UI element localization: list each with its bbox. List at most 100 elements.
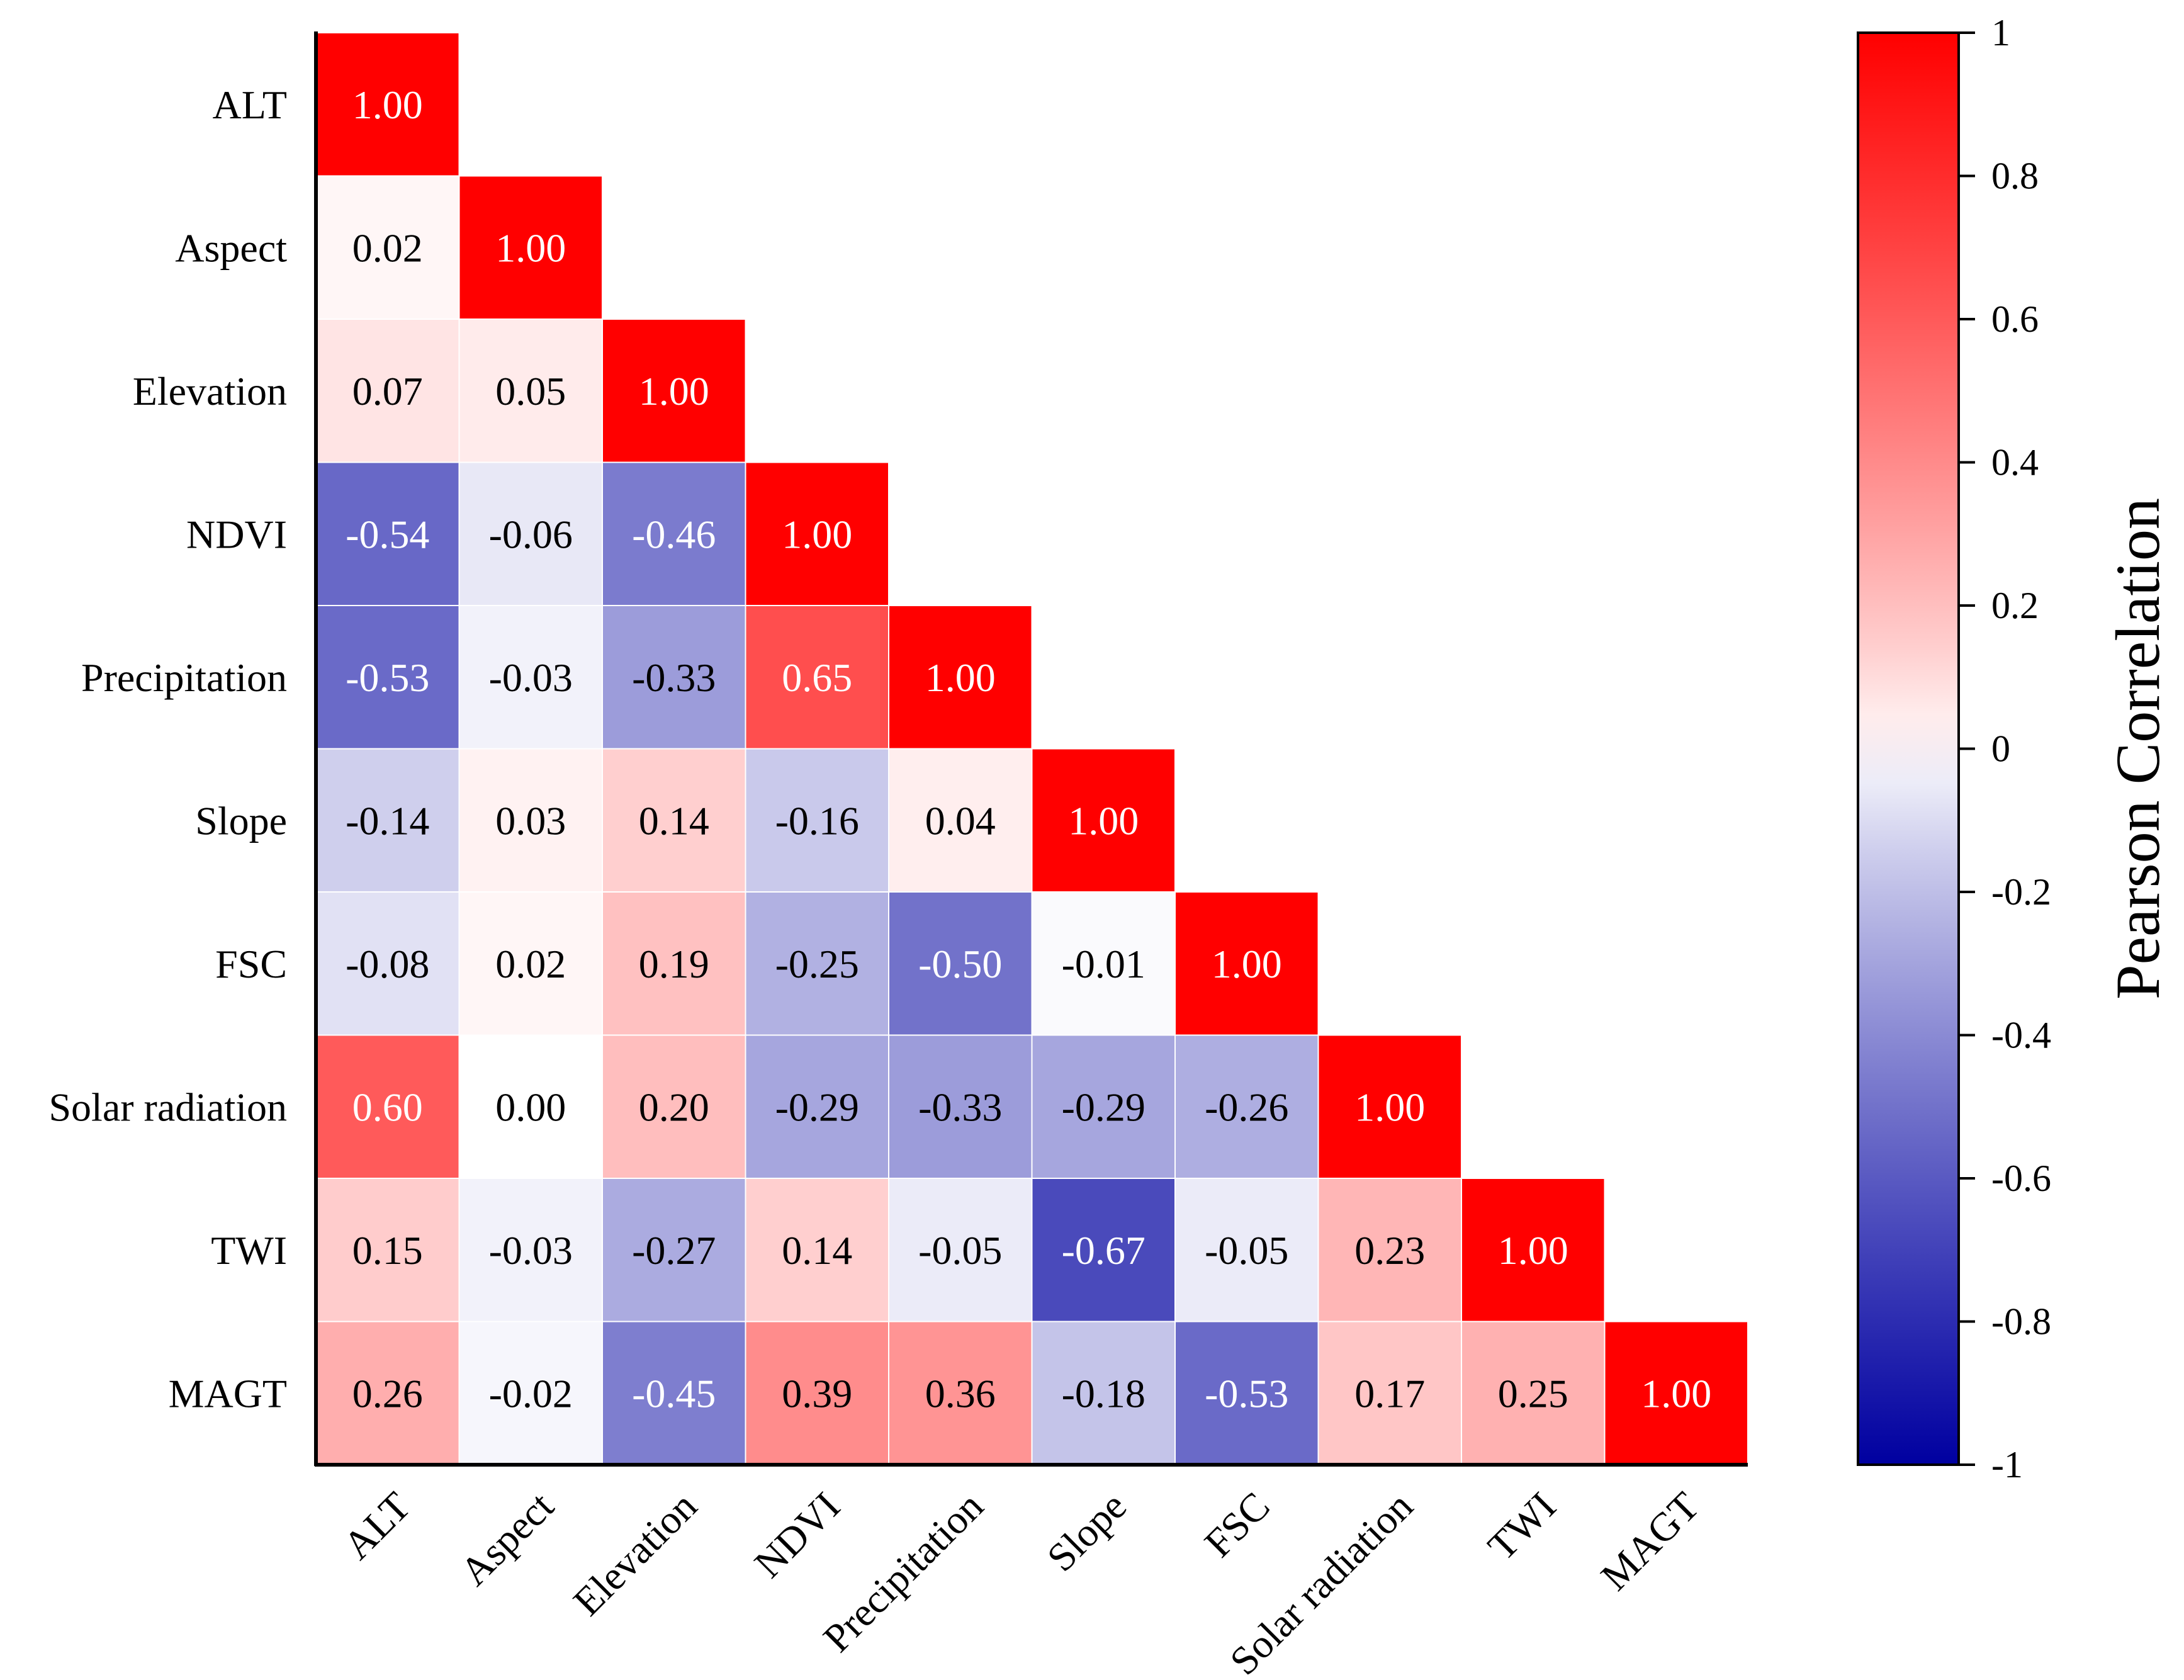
- cell-value-label: 1.00: [1354, 1085, 1425, 1129]
- heatmap-cell-NDVI-Elevation: [602, 461, 746, 606]
- colorbar: 1 0.8 0.6 0.4 0.2 0 -0.2 -0.4 -0.6 -0.8 -1 Pearson…: [1857, 12, 2173, 1486]
- cell-value-label: -0.50: [918, 942, 1002, 986]
- cell-value-label: 0.02: [495, 942, 566, 986]
- cell-value-label: -0.01: [1062, 942, 1145, 986]
- heatmap-cell-TWI-Precipitation: [888, 1178, 1033, 1322]
- colorbar-tick-label: -0.6: [1991, 1158, 2051, 1199]
- cell-value-label: -0.14: [346, 798, 429, 843]
- heatmap-cell-Solar radiation-Precipitation: [888, 1034, 1033, 1179]
- cell-value-label: -0.16: [775, 798, 859, 843]
- heatmap-cell-Precipitation-Elevation: [602, 605, 746, 750]
- colorbar-tick-label: 0.2: [1991, 585, 2039, 626]
- cell-value-label: 0.00: [495, 1085, 566, 1129]
- heatmap-cell-MAGT-NDVI: [745, 1321, 889, 1465]
- heatmap-cell-Elevation-ALT: [315, 319, 460, 463]
- cell-value-label: 1.00: [352, 82, 423, 127]
- cell-value-label: 0.23: [1354, 1228, 1425, 1273]
- cell-value-label: -0.25: [775, 942, 859, 986]
- cell-value-label: 0.25: [1498, 1371, 1568, 1416]
- heatmap-cell-Slope-Precipitation: [888, 748, 1033, 893]
- cell-value-label: 1.00: [925, 655, 996, 700]
- cell-value-label: -0.05: [1205, 1228, 1288, 1273]
- y-axis-label: Precipitation: [81, 655, 287, 700]
- cell-value-label: 0.36: [925, 1371, 996, 1416]
- cell-value-label: 0.19: [639, 942, 709, 986]
- cell-value-label: -0.26: [1205, 1085, 1288, 1129]
- heatmap-cell-TWI-Slope: [1031, 1178, 1176, 1322]
- heatmap-cell-MAGT-Slope: [1031, 1321, 1176, 1465]
- cell-value-label: 1.00: [1212, 942, 1282, 986]
- heatmap-cell-Precipitation-NDVI: [745, 605, 889, 750]
- heatmap-cell-Aspect-ALT: [315, 175, 460, 320]
- heatmap-cell-Solar radiation-ALT: [315, 1034, 460, 1179]
- heatmap-cell-MAGT-ALT: [315, 1321, 460, 1465]
- heatmap-cell-Solar radiation-Solar radiation: [1317, 1034, 1462, 1179]
- heatmap-cell-Solar radiation-Slope: [1031, 1034, 1176, 1179]
- cell-value-label: 0.26: [352, 1371, 423, 1416]
- heatmap-cell-NDVI-NDVI: [745, 461, 889, 606]
- heatmap-cell-TWI-Aspect: [458, 1178, 603, 1322]
- cell-value-label: 0.02: [352, 225, 423, 270]
- heatmap-cell-labels: 1.00 0.02 1.00 0.07 0.05 1.00 -0.54 -0.06 -0.46 1…: [346, 82, 1711, 1416]
- colorbar-tick-label: 1: [1991, 12, 2010, 54]
- heatmap-cell-FSC-Aspect: [458, 891, 603, 1036]
- colorbar-tick-label: 0.8: [1991, 155, 2039, 197]
- heatmap-axes: [314, 31, 1748, 1467]
- cell-value-label: 0.15: [352, 1228, 423, 1273]
- heatmap-cell-Slope-NDVI: [745, 748, 889, 893]
- colorbar-tick-label: -0.2: [1991, 871, 2051, 913]
- heatmap-cell-Slope-Aspect: [458, 748, 603, 893]
- heatmap-cell-Solar radiation-Aspect: [458, 1034, 603, 1179]
- cell-value-label: -0.29: [775, 1085, 859, 1129]
- colorbar-tick-label: 0.4: [1991, 442, 2039, 483]
- heatmap-cell-TWI-Solar radiation: [1317, 1178, 1462, 1322]
- colorbar-gradient: [1857, 31, 1960, 1466]
- cell-value-label: -0.46: [632, 512, 716, 556]
- cell-value-label: -0.54: [346, 512, 429, 556]
- heatmap-cell-NDVI-Aspect: [458, 461, 603, 606]
- heatmap-cell-MAGT-Aspect: [458, 1321, 603, 1465]
- cell-value-label: -0.06: [489, 512, 573, 556]
- heatmap-cell-MAGT-FSC: [1174, 1321, 1319, 1465]
- heatmap-cell-MAGT-Precipitation: [888, 1321, 1033, 1465]
- cell-value-label: 0.07: [352, 369, 423, 414]
- heatmap-cell-FSC-Precipitation: [888, 891, 1033, 1036]
- cell-value-label: -0.29: [1062, 1085, 1145, 1129]
- colorbar-tick-label: -0.4: [1991, 1015, 2051, 1056]
- cell-value-label: 1.00: [1641, 1371, 1711, 1416]
- y-axis-label: FSC: [215, 942, 287, 986]
- y-axis-label: Slope: [195, 798, 287, 843]
- heatmap-cell-NDVI-ALT: [315, 461, 460, 606]
- cell-value-label: 0.03: [495, 798, 566, 843]
- cell-value-label: 0.04: [925, 798, 996, 843]
- colorbar-ticks: 1 0.8 0.6 0.4 0.2 0 -0.2 -0.4 -0.6 -0.8 -1: [1959, 12, 2051, 1486]
- cell-value-label: -0.08: [346, 942, 429, 986]
- y-axis-label: Aspect: [175, 225, 287, 270]
- cell-value-label: -0.33: [632, 655, 716, 700]
- heatmap-cell-MAGT-Solar radiation: [1317, 1321, 1462, 1465]
- cell-value-label: -0.33: [918, 1085, 1002, 1129]
- y-axis-label: TWI: [211, 1228, 287, 1273]
- cell-value-label: -0.05: [918, 1228, 1002, 1273]
- colorbar-tick-label: -0.8: [1991, 1301, 2051, 1343]
- cell-value-label: 0.14: [782, 1228, 852, 1273]
- heatmap-cell-FSC-FSC: [1174, 891, 1319, 1036]
- cell-value-label: -0.18: [1062, 1371, 1145, 1416]
- heatmap-cell-TWI-TWI: [1461, 1178, 1606, 1322]
- cell-value-label: -0.02: [489, 1371, 573, 1416]
- cell-value-label: -0.27: [632, 1228, 716, 1273]
- heatmap-cell-Solar radiation-FSC: [1174, 1034, 1319, 1179]
- y-axis-labels: ALT Aspect Elevation NDVI Precipitation Slope…: [48, 82, 287, 1416]
- cell-value-label: 0.20: [639, 1085, 709, 1129]
- cell-value-label: 0.17: [1354, 1371, 1425, 1416]
- heatmap-cell-Slope-Elevation: [602, 748, 746, 893]
- cell-value-label: 0.65: [782, 655, 852, 700]
- cell-value-label: 1.00: [1068, 798, 1139, 843]
- heatmap-cell-MAGT-TWI: [1461, 1321, 1606, 1465]
- y-axis-label: NDVI: [186, 512, 287, 556]
- colorbar-title: Pearson Correlation: [2103, 498, 2173, 1000]
- cell-value-label: 1.00: [495, 225, 566, 270]
- heatmap-cell-Solar radiation-Elevation: [602, 1034, 746, 1179]
- cell-value-label: 1.00: [639, 369, 709, 414]
